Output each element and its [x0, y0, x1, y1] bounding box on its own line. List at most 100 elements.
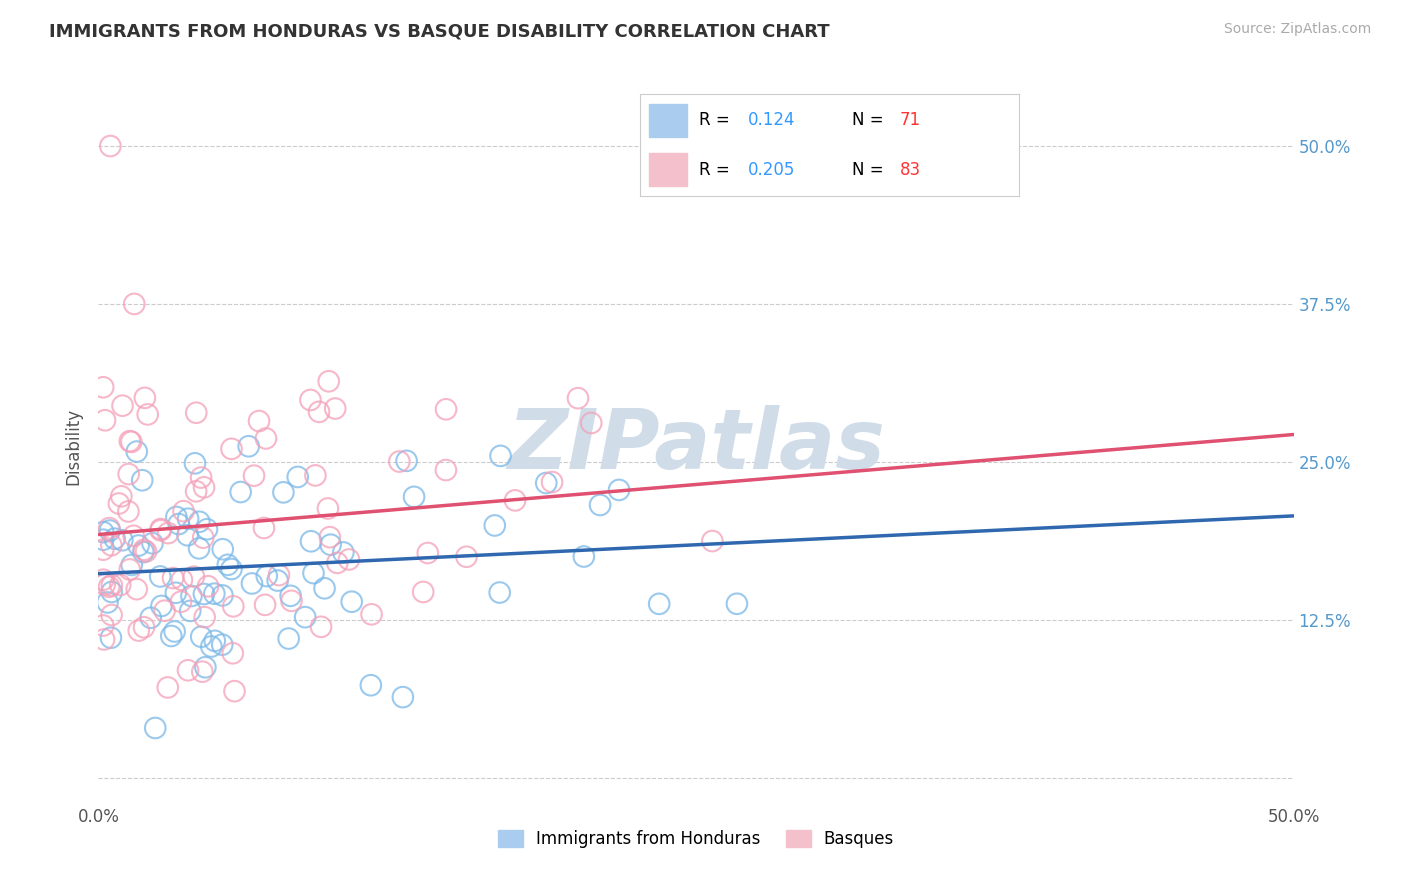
Point — [190, 630, 212, 644]
Point — [222, 599, 245, 614]
Point — [149, 522, 172, 536]
Point — [165, 586, 187, 600]
Point — [224, 684, 246, 698]
Point — [125, 582, 148, 596]
Point — [360, 607, 382, 622]
Point — [200, 640, 222, 654]
Text: IMMIGRANTS FROM HONDURAS VS BASQUE DISABILITY CORRELATION CHART: IMMIGRANTS FROM HONDURAS VS BASQUE DISAB… — [49, 22, 830, 40]
Point — [132, 542, 155, 557]
Point — [173, 504, 195, 518]
Text: N =: N = — [852, 112, 889, 129]
Point — [132, 620, 155, 634]
Point — [121, 558, 143, 572]
Point — [98, 524, 121, 538]
Point — [184, 484, 207, 499]
Point — [167, 516, 190, 531]
Point — [118, 562, 141, 576]
Point — [536, 476, 558, 491]
Point — [91, 380, 114, 394]
Point — [484, 518, 506, 533]
Point — [93, 632, 115, 647]
Point — [160, 629, 183, 643]
Point — [323, 401, 346, 416]
Point — [100, 538, 122, 552]
Y-axis label: Disability: Disability — [65, 408, 83, 484]
Point — [266, 574, 288, 588]
Point — [179, 604, 201, 618]
Point — [135, 544, 157, 558]
Point — [141, 536, 163, 550]
Point — [280, 589, 302, 603]
Point — [319, 538, 342, 552]
Text: Source: ZipAtlas.com: Source: ZipAtlas.com — [1223, 22, 1371, 37]
Point — [150, 599, 173, 613]
Point — [388, 454, 411, 468]
Point — [117, 467, 139, 481]
Point — [188, 515, 211, 529]
Text: 0.124: 0.124 — [748, 112, 796, 129]
Point — [132, 545, 155, 559]
Point — [402, 490, 425, 504]
Point — [202, 587, 225, 601]
Point — [124, 297, 146, 311]
Point — [204, 633, 226, 648]
Point — [91, 525, 114, 540]
Point — [197, 579, 219, 593]
Point — [188, 541, 211, 556]
Point — [193, 480, 215, 494]
Point — [280, 594, 302, 608]
Point — [304, 468, 326, 483]
Text: 83: 83 — [900, 161, 921, 178]
Point — [100, 631, 122, 645]
Point — [186, 406, 208, 420]
Point — [143, 721, 166, 735]
Point — [134, 391, 156, 405]
Point — [190, 470, 212, 484]
Point — [100, 585, 122, 599]
Point — [456, 549, 478, 564]
Text: N =: N = — [852, 161, 889, 178]
Point — [607, 483, 630, 497]
Point — [194, 660, 217, 674]
Point — [149, 569, 172, 583]
Point — [337, 552, 360, 566]
Point — [183, 569, 205, 583]
Point — [93, 577, 115, 591]
Point — [581, 416, 603, 430]
Point — [309, 620, 332, 634]
Point — [360, 678, 382, 692]
Point — [98, 521, 121, 535]
Point — [217, 558, 239, 572]
Point — [648, 597, 671, 611]
FancyBboxPatch shape — [650, 104, 688, 136]
Point — [299, 534, 322, 549]
Point — [184, 456, 207, 470]
Point — [170, 573, 193, 587]
Point — [117, 504, 139, 518]
Point — [128, 539, 150, 553]
Point — [156, 681, 179, 695]
Point — [256, 569, 278, 583]
Point — [211, 638, 233, 652]
Point — [412, 585, 434, 599]
Point — [128, 624, 150, 638]
Point — [101, 578, 124, 592]
Point — [104, 532, 127, 546]
Point — [434, 402, 457, 417]
Text: 0.205: 0.205 — [748, 161, 796, 178]
Point — [240, 576, 263, 591]
Point — [211, 589, 233, 603]
Point — [191, 665, 214, 679]
Point — [277, 632, 299, 646]
Point — [294, 610, 316, 624]
Text: R =: R = — [699, 112, 734, 129]
Point — [503, 493, 526, 508]
Point — [163, 624, 186, 639]
Point — [180, 589, 202, 603]
Point — [221, 442, 243, 456]
Point — [91, 542, 114, 557]
Point — [489, 449, 512, 463]
Point — [100, 607, 122, 622]
Point — [434, 463, 457, 477]
Point — [122, 529, 145, 543]
